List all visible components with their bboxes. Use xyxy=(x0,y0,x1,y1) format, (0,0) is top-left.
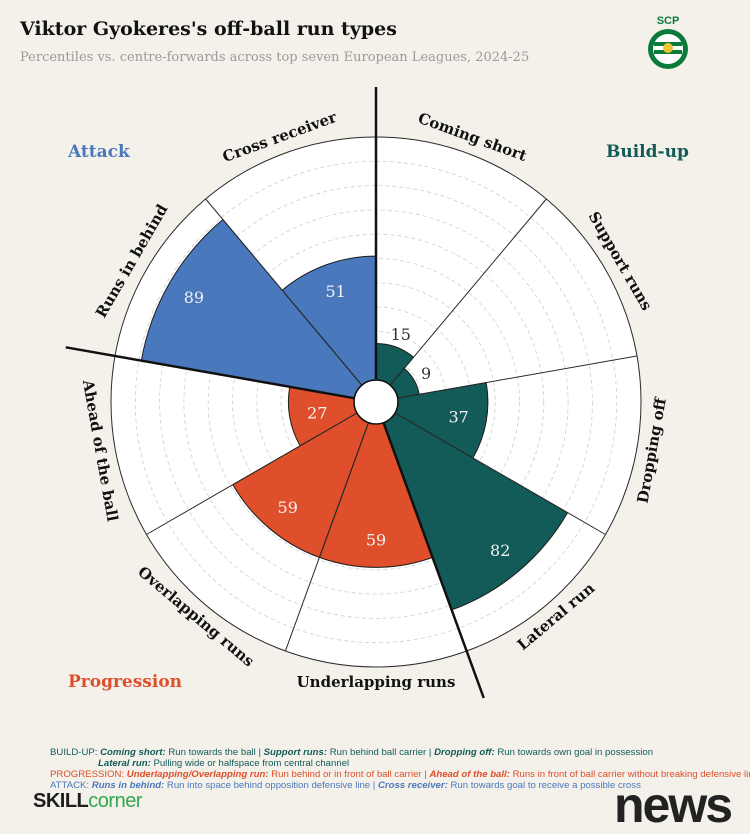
value-label: 27 xyxy=(307,403,327,422)
radial-separator xyxy=(397,355,638,399)
value-label: 59 xyxy=(278,498,298,517)
legend-progression-prefix: PROGRESSION: xyxy=(50,769,125,780)
legend-buildup-prefix: BUILD-UP: xyxy=(50,747,98,758)
value-label: 59 xyxy=(366,530,386,549)
legend-term-cross: Cross receiver: xyxy=(377,780,448,791)
legend-def-support-runs: Run behind ball carrier | xyxy=(327,747,435,758)
radial-separator xyxy=(394,412,606,535)
radial-separator xyxy=(389,198,547,386)
radial-separator xyxy=(284,422,369,652)
radial-separator xyxy=(146,412,358,535)
grid-ring xyxy=(159,185,593,619)
glossary-legend: BUILD-UP: Coming short: Run towards the … xyxy=(50,747,750,791)
legend-term-ahead: Ahead of the ball: xyxy=(429,769,510,780)
sporting-logo: SCP xyxy=(648,15,688,69)
radial-separator xyxy=(205,198,363,386)
value-label: 15 xyxy=(391,325,411,344)
center-hole xyxy=(353,379,399,425)
legend-def-coming-short: Run towards the ball | xyxy=(165,747,264,758)
value-label: 89 xyxy=(184,288,204,307)
legend-def-underlap: Run behind or in front of ball carrier | xyxy=(268,769,430,780)
value-label: 51 xyxy=(325,282,345,301)
news-watermark: news xyxy=(614,777,733,833)
grid-ring xyxy=(134,160,618,644)
brand-part1: SKILL xyxy=(33,790,89,812)
group-label-attack: Attack xyxy=(68,142,130,162)
legend-term-dropping-off: Dropping off: xyxy=(434,747,495,758)
legend-buildup-row: BUILD-UP: Coming short: Run towards the … xyxy=(50,747,730,758)
legend-def-lateral: Pulling wide or halfspace from central c… xyxy=(150,758,350,769)
legend-lateral-row: Lateral run: Pulling wide or halfspace f… xyxy=(50,758,730,769)
legend-term-coming-short: Coming short: xyxy=(100,747,166,758)
value-label: 82 xyxy=(490,541,510,560)
legend-def-cross: Run towards goal to receive a possible c… xyxy=(447,780,641,791)
legend-term-behind: Runs in behind: xyxy=(91,780,165,791)
legend-attack-prefix: ATTACK: xyxy=(50,780,90,791)
legend-attack-row: ATTACK: Runs in behind: Run into space b… xyxy=(50,780,730,791)
skillcorner-logo: SKILLcorner xyxy=(33,790,142,813)
grid-ring xyxy=(207,233,545,571)
legend-def-behind: Run into space behind opposition defensi… xyxy=(164,780,378,791)
logo-scp-text: SCP xyxy=(657,15,680,27)
group-label-buildup: Build-up xyxy=(606,142,689,162)
legend-term-support-runs: Support runs: xyxy=(263,747,328,758)
category-label: Underlapping runs xyxy=(297,673,456,691)
group-label-progression: Progression xyxy=(68,672,183,692)
legend-def-ahead: Runs in front of ball carrier without br… xyxy=(509,769,750,780)
chart-subtitle: Percentiles vs. centre-forwards across t… xyxy=(20,50,530,65)
brand-part2: corner xyxy=(88,790,142,812)
legend-term-lateral: Lateral run: xyxy=(98,758,151,769)
chart-title: Viktor Gyokeres's off-ball run types xyxy=(20,18,397,40)
group-divider xyxy=(382,422,485,699)
value-label: 9 xyxy=(421,364,431,383)
value-label: 37 xyxy=(448,408,468,427)
group-divider xyxy=(65,346,355,400)
legend-def-dropping-off: Run towards own goal in possession xyxy=(494,747,654,758)
legend-progression-row: PROGRESSION: Underlapping/Overlapping ru… xyxy=(50,769,750,780)
legend-term-underlap: Underlapping/Overlapping run: xyxy=(126,769,269,780)
